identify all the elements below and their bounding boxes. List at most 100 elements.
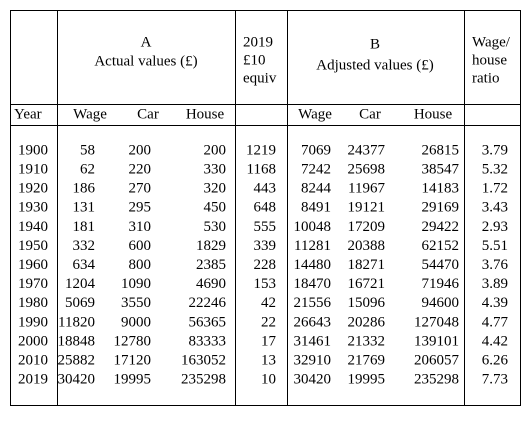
column-header: Wage xyxy=(298,106,332,122)
column-header: House xyxy=(186,106,225,122)
year-cell: 2019 xyxy=(18,372,48,388)
ratio-header: house xyxy=(472,52,507,68)
year-cell: 2000 xyxy=(18,333,48,349)
value-cell: 3.43 xyxy=(482,200,508,216)
value-cell: 83333 xyxy=(189,333,227,349)
value-cell: 17209 xyxy=(348,219,386,235)
value-cell: 14183 xyxy=(422,181,460,197)
value-cell: 19995 xyxy=(348,372,386,388)
value-cell: 11281 xyxy=(294,238,331,254)
ratio-header: ratio xyxy=(472,70,500,86)
year-cell: 1990 xyxy=(18,314,48,330)
value-cell: 320 xyxy=(204,181,227,197)
value-cell: 163052 xyxy=(181,353,226,369)
value-cell: 4.39 xyxy=(482,295,508,311)
value-cell: 339 xyxy=(254,238,277,254)
year-cell: 1980 xyxy=(18,295,48,311)
group-label: Actual values (£) xyxy=(94,53,197,69)
year-cell: 2010 xyxy=(18,353,48,369)
value-cell: 16721 xyxy=(348,276,386,292)
value-cell: 20388 xyxy=(348,238,386,254)
value-cell: 648 xyxy=(254,200,277,216)
value-cell: 18848 xyxy=(58,333,96,349)
value-cell: 25698 xyxy=(348,162,386,178)
year-cell: 1930 xyxy=(18,200,48,216)
value-cell: 17120 xyxy=(114,353,152,369)
group-letter: B xyxy=(370,36,380,52)
value-cell: 153 xyxy=(254,276,277,292)
value-cell: 4690 xyxy=(196,276,226,292)
value-cell: 11967 xyxy=(348,181,385,197)
value-cell: 26643 xyxy=(294,314,332,330)
value-cell: 2.93 xyxy=(482,219,508,235)
ratio-header: Wage/ xyxy=(472,34,511,50)
value-cell: 530 xyxy=(204,219,227,235)
year-cell: 1950 xyxy=(18,238,48,254)
value-cell: 6.26 xyxy=(482,353,509,369)
value-cell: 634 xyxy=(73,257,96,273)
value-cell: 21556 xyxy=(294,295,332,311)
value-cell: 181 xyxy=(73,219,96,235)
value-cell: 3550 xyxy=(121,295,151,311)
value-cell: 26815 xyxy=(422,142,460,158)
value-cell: 20286 xyxy=(348,314,386,330)
value-cell: 18470 xyxy=(294,276,332,292)
value-cell: 24377 xyxy=(348,142,386,158)
value-cell: 3.76 xyxy=(482,257,509,273)
value-cell: 29422 xyxy=(422,219,460,235)
value-cell: 3.79 xyxy=(482,142,508,158)
value-cell: 12780 xyxy=(114,333,152,349)
value-cell: 270 xyxy=(129,181,152,197)
group-label: Adjusted values (£) xyxy=(316,57,433,73)
value-cell: 7242 xyxy=(301,162,331,178)
value-cell: 5.32 xyxy=(482,162,508,178)
value-cell: 220 xyxy=(129,162,152,178)
year-cell: 1940 xyxy=(18,219,48,235)
value-cell: 62152 xyxy=(422,238,460,254)
year-cell: 1900 xyxy=(18,142,48,158)
value-cell: 11820 xyxy=(58,314,95,330)
value-cell: 21332 xyxy=(348,333,386,349)
value-cell: 25882 xyxy=(58,353,96,369)
year-cell: 1920 xyxy=(18,181,48,197)
value-cell: 310 xyxy=(129,219,152,235)
value-cell: 295 xyxy=(129,200,152,216)
value-cell: 443 xyxy=(254,181,277,197)
value-cell: 8244 xyxy=(301,181,332,197)
value-cell: 19121 xyxy=(348,200,386,216)
value-cell: 17 xyxy=(261,333,277,349)
value-cell: 200 xyxy=(129,142,152,158)
value-cell: 330 xyxy=(204,162,227,178)
value-cell: 4.77 xyxy=(482,314,509,330)
value-cell: 1090 xyxy=(121,276,151,292)
value-cell: 235298 xyxy=(414,372,459,388)
column-header: Year xyxy=(14,106,42,122)
year-cell: 1910 xyxy=(18,162,48,178)
value-cell: 38547 xyxy=(422,162,460,178)
value-cell: 56365 xyxy=(189,314,227,330)
value-cell: 94600 xyxy=(422,295,460,311)
value-cell: 332 xyxy=(73,238,96,254)
value-cell: 31461 xyxy=(294,333,332,349)
value-cell: 600 xyxy=(129,238,152,254)
value-cell: 10048 xyxy=(294,219,332,235)
value-cell: 32910 xyxy=(294,353,332,369)
value-cell: 10 xyxy=(261,372,276,388)
equiv-header: equiv xyxy=(243,70,277,86)
table-border xyxy=(10,10,521,406)
column-header: Car xyxy=(359,106,381,122)
value-cell: 22 xyxy=(261,314,276,330)
value-cell: 3.89 xyxy=(482,276,508,292)
value-cell: 13 xyxy=(261,353,276,369)
value-cell: 30420 xyxy=(294,372,332,388)
value-cell: 450 xyxy=(204,200,227,216)
year-cell: 1960 xyxy=(18,257,48,273)
value-cell: 1.72 xyxy=(482,181,508,197)
value-cell: 58 xyxy=(80,142,95,158)
value-cell: 1219 xyxy=(246,142,276,158)
column-header: House xyxy=(414,106,453,122)
value-cell: 18271 xyxy=(348,257,386,273)
value-cell: 14480 xyxy=(294,257,332,273)
value-cell: 800 xyxy=(129,257,152,273)
